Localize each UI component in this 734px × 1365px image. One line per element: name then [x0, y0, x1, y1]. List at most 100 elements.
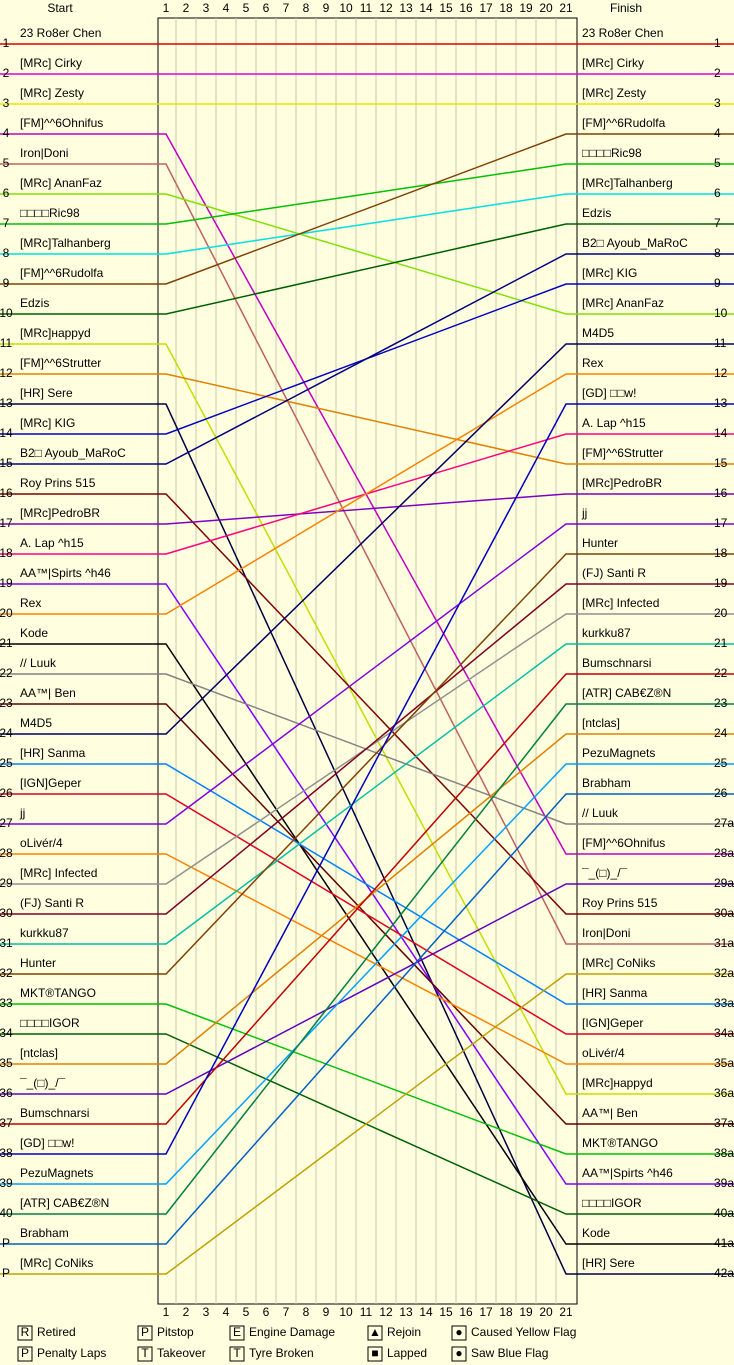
legend-text: Penalty Laps	[37, 1346, 106, 1360]
start-position: 2	[3, 66, 10, 80]
lap-label-bottom: 5	[243, 1305, 250, 1319]
finish-name: [IGN]Geper	[582, 1016, 643, 1030]
start-position: 34	[0, 1026, 13, 1040]
driver-line	[158, 553, 577, 975]
finish-name: (FJ) Santi R	[582, 566, 646, 580]
start-position: 22	[0, 666, 13, 680]
legend-text: Saw Blue Flag	[471, 1346, 548, 1360]
start-position: 36	[0, 1086, 13, 1100]
legend-symbol: P	[21, 1346, 29, 1360]
lap-label-bottom: 11	[360, 1305, 373, 1319]
finish-name: [MRc]нappyd	[582, 1076, 653, 1090]
finish-name: MKT®TANGO	[582, 1136, 658, 1150]
lap-label-bottom: 2	[183, 1305, 190, 1319]
start-name: [MRc]PedroBR	[20, 506, 100, 520]
plot-frame	[157, 17, 578, 1305]
lap-label-bottom: 21	[559, 1305, 573, 1319]
start-name: ¯_(□)_/¯	[19, 1076, 66, 1090]
lap-label-bottom: 17	[479, 1305, 493, 1319]
finish-position: 29a	[714, 876, 734, 890]
finish-name: □□□□IGOR	[582, 1196, 642, 1210]
start-position: P	[2, 1236, 10, 1250]
legend-box	[229, 1325, 245, 1341]
finish-name: Roy Prins 515	[582, 896, 658, 910]
start-name: [MRc] CoNiks	[20, 1256, 93, 1270]
start-position: 38	[0, 1146, 13, 1160]
finish-name: PezuMagnets	[582, 746, 655, 760]
start-position: 7	[3, 216, 10, 230]
finish-position: 2	[714, 66, 721, 80]
legend-box	[367, 1325, 383, 1341]
start-name: Brabham	[20, 1226, 69, 1240]
start-name: Hunter	[20, 956, 56, 970]
finish-position: 7	[714, 216, 721, 230]
start-name: oLivér/4	[20, 836, 63, 850]
finish-position: 26	[714, 786, 728, 800]
finish-position: 12	[714, 366, 728, 380]
start-position: 15	[0, 456, 13, 470]
start-position: 6	[3, 186, 10, 200]
start-name: kurkku87	[20, 926, 69, 940]
finish-name: [HR] Sanma	[582, 986, 648, 1000]
start-name: M4D5	[20, 716, 52, 730]
finish-position: 22	[714, 666, 728, 680]
driver-line	[158, 223, 577, 315]
finish-position: 40a	[714, 1206, 734, 1220]
finish-name: [FM]^^6Ohnifus	[582, 836, 665, 850]
finish-position: 3	[714, 96, 721, 110]
start-position: 13	[0, 396, 13, 410]
start-position: 29	[0, 876, 13, 890]
driver-line	[158, 523, 577, 825]
finish-name: // Luuk	[582, 806, 619, 820]
legend-box	[451, 1346, 467, 1362]
lap-label: 18	[499, 1, 513, 15]
lap-label: 3	[203, 1, 210, 15]
lap-label: 2	[183, 1, 190, 15]
finish-name: [HR] Sere	[582, 1256, 635, 1270]
start-name: [HR] Sanma	[20, 746, 86, 760]
start-name: [MRc] Cirky	[20, 56, 82, 70]
lap-label-bottom: 19	[519, 1305, 533, 1319]
finish-name: Hunter	[582, 536, 618, 550]
lap-label: 6	[263, 1, 270, 15]
start-position: 33	[0, 996, 13, 1010]
finish-name: jj	[581, 506, 587, 520]
start-position: 37	[0, 1116, 13, 1130]
finish-name: [ATR] CAB€Z®N	[582, 686, 671, 700]
start-name: [ATR] CAB€Z®N	[20, 1196, 109, 1210]
start-position: 40	[0, 1206, 13, 1220]
driver-line	[158, 673, 577, 1125]
finish-name: Kode	[582, 1226, 610, 1240]
start-position: 8	[3, 246, 10, 260]
lap-label: 16	[459, 1, 473, 15]
legend-box	[229, 1346, 245, 1362]
finish-position: 27a	[714, 816, 734, 830]
lap-label-bottom: 6	[263, 1305, 270, 1319]
finish-position: 15	[714, 456, 728, 470]
lap-label: 21	[559, 1, 573, 15]
start-name: B2□ Ayoub_MaRoC	[20, 446, 126, 460]
start-title: Start	[47, 1, 73, 15]
lap-label: 12	[379, 1, 393, 15]
finish-position: 8	[714, 246, 721, 260]
start-position: 18	[0, 546, 13, 560]
legend-symbol: T	[141, 1346, 149, 1360]
finish-name: Bumschnarsi	[582, 656, 651, 670]
start-name: Rex	[20, 596, 41, 610]
start-position: 24	[0, 726, 13, 740]
start-position: 4	[3, 126, 10, 140]
start-position: 35	[0, 1056, 13, 1070]
legend-box	[451, 1325, 467, 1341]
start-name: [FM]^^6Rudolfa	[20, 266, 104, 280]
lap-label: 7	[283, 1, 290, 15]
finish-name: oLivér/4	[582, 1046, 625, 1060]
driver-line	[158, 493, 577, 915]
finish-position: 39a	[714, 1176, 734, 1190]
start-name: [HR] Sere	[20, 386, 73, 400]
start-name: Kode	[20, 626, 48, 640]
finish-name: B2□ Ayoub_MaRoC	[582, 236, 688, 250]
start-name: □□□□IGOR	[20, 1016, 80, 1030]
lap-label: 15	[439, 1, 453, 15]
finish-title: Finish	[610, 1, 642, 15]
driver-line	[158, 253, 577, 465]
